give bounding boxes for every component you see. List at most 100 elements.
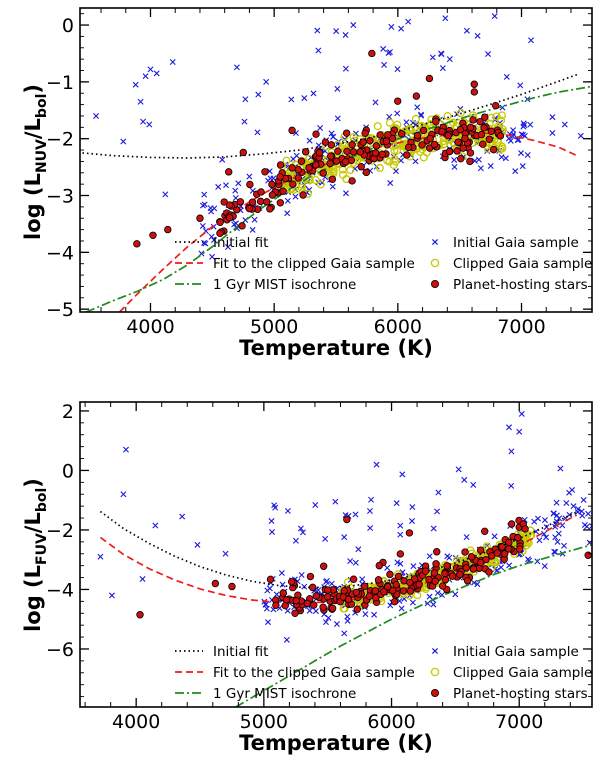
fuv-gaia-point [541, 530, 548, 537]
fuv-gaia-point [278, 570, 285, 576]
nuv-planet-point [276, 173, 284, 181]
fuv-gaia-point [315, 587, 322, 594]
nuv-y-tick-label: 0 [62, 15, 74, 37]
nuv-planet-point [196, 214, 204, 222]
nuv-planet-point [246, 180, 254, 189]
fuv-legend-marker [430, 689, 439, 698]
fuv-planet-point [281, 601, 289, 610]
nuv-planet-point [457, 154, 465, 163]
fuv-gaia-point [284, 507, 291, 514]
nuv-planet-point [418, 141, 426, 149]
nuv-y-tick-label: −2 [46, 129, 74, 151]
nuv-plot-frame [79, 7, 593, 313]
nuv-planet-point [294, 166, 302, 174]
nuv-x-tick-label: 7000 [497, 316, 545, 338]
nuv-planet-point [248, 198, 257, 206]
fuv-legend-marker [431, 647, 439, 655]
nuv-planet-point [430, 140, 439, 149]
nuv-gaia-point [169, 58, 176, 65]
fuv-clipped-point [339, 604, 348, 613]
nuv-planet-point [263, 198, 271, 206]
fuv-gaia-point [272, 504, 279, 511]
fuv-planet-point [467, 553, 476, 561]
nuv-planet-point [332, 157, 341, 165]
nuv-gaia-point [549, 114, 556, 121]
nuv-planet-point [485, 135, 494, 143]
nuv-gaia-point [207, 205, 214, 212]
fuv-gaia-point [426, 553, 433, 560]
nuv-gaia-point [491, 13, 498, 20]
nuv-planet-point [288, 126, 296, 135]
fuv-x-tick-label: 6000 [367, 711, 415, 733]
fuv-gaia-point [506, 562, 513, 569]
nuv-y-tick-label: −5 [46, 299, 74, 321]
fuv-legend-label: Fit to the clipped Gaia sample [213, 665, 415, 681]
fuv-gaia-point [332, 498, 339, 505]
nuv-gaia-point [477, 165, 484, 172]
nuv-planet-point [412, 92, 421, 100]
fuv-gaia-point [139, 576, 146, 583]
fuv-gaia-point [397, 522, 404, 529]
nuv-planet-point [164, 225, 172, 234]
nuv-gaia-point [387, 180, 394, 187]
fuv-planet-point [312, 592, 320, 600]
fuv-gaia-point [593, 501, 598, 506]
nuv-clipped-point [373, 122, 382, 131]
nuv-clipped-point [398, 139, 407, 149]
fuv-planet-point [431, 577, 439, 585]
nuv-gaia-point [463, 27, 470, 34]
nuv-gaia-point [549, 130, 556, 136]
fuv-gaia-point [552, 549, 559, 555]
nuv-planet-point [413, 131, 422, 140]
fuv-gaia-point [299, 529, 306, 536]
fuv-gaia-point [194, 541, 201, 548]
fuv-planet-point [406, 587, 415, 595]
fuv-gaia-point [552, 534, 559, 541]
fuv-gaia-point [359, 576, 366, 583]
nuv-planet-point [245, 204, 254, 213]
fuv-planet-point [228, 582, 236, 591]
nuv-gaia-point [292, 193, 299, 200]
fuv-planet-point [443, 562, 451, 570]
nuv-planet-point [384, 131, 392, 139]
nuv-planet-point [236, 198, 245, 206]
fuv-planet-point [477, 558, 485, 567]
fuv-y-tick-label: −4 [46, 579, 74, 601]
nuv-gaia-point [352, 130, 359, 137]
nuv-legend-label: Planet-hosting stars [453, 277, 588, 293]
nuv-planet-point [257, 188, 265, 196]
nuv-gaia-point [429, 54, 436, 61]
nuv-legend-label: 1 Gyr MIST isochrone [213, 277, 356, 293]
nuv-gaia-point [487, 163, 494, 169]
nuv-planet-point [342, 129, 351, 137]
nuv-clipped-point [406, 126, 416, 135]
nuv-gaia-point [254, 129, 261, 136]
fuv-planet-point [324, 586, 332, 594]
fuv-gaia-point [551, 548, 558, 555]
fuv-planet-point [425, 575, 433, 584]
fuv-plot-frame [79, 401, 593, 708]
fuv-gaia-point [430, 601, 437, 608]
fuv-gaia-point [366, 508, 373, 515]
fuv-gaia-point [602, 517, 607, 522]
fuv-gaia-point [463, 534, 470, 541]
fuv-legend-label: Initial fit [213, 644, 268, 660]
fuv-planet-point [374, 576, 383, 584]
fuv-gaia-point [341, 534, 348, 541]
fuv-planet-point [394, 572, 403, 581]
fuv-axis-ticks: 4000 5000 6000 7000 −6 −4 −2 0 2 [46, 401, 592, 733]
nuv-gaia-point [398, 25, 405, 32]
nuv-planet-point [149, 231, 157, 239]
nuv-planet-point [349, 148, 358, 156]
fuv-gaia-point [341, 630, 348, 637]
fuv-planet-point [389, 586, 397, 595]
fuv-gaia-point [603, 427, 608, 432]
nuv-planet-point [297, 157, 306, 165]
nuv-planet-point [371, 149, 380, 157]
fuv-gaia-point [393, 500, 400, 507]
fuv-gaia-point [283, 636, 290, 643]
nuv-gaia-point [394, 110, 401, 117]
nuv-planet-point [454, 138, 462, 146]
nuv-clipped-point [375, 163, 384, 173]
nuv-planet-point [477, 130, 486, 139]
